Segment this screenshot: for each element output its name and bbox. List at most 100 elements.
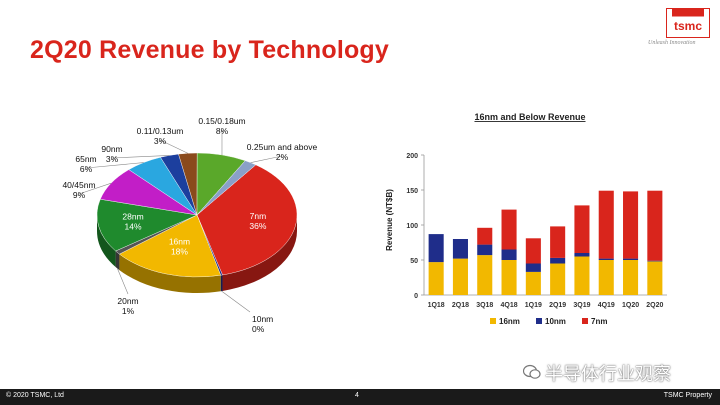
pie-leader-n20 [117,268,129,295]
bar-n10-1Q19 [525,263,541,272]
pie-leader-n90 [111,155,170,159]
pie-slice-n28 [96,199,198,252]
x-tick-label: 1Q18 [428,302,445,309]
pie-label-n90: 90nm [101,144,122,154]
pie-pct-n110: 3% [154,136,167,146]
y-tick-label: 0 [414,293,418,300]
technology-pie-chart: 7nm36%10nm0%16nm18%20nm1%28nm14%40/45nm9… [62,116,318,334]
y-tick-label: 100 [406,223,418,230]
footer-bar: © 2020 TSMC, Ltd 4 TSMC Property [0,389,720,405]
bar-n10-4Q19 [598,258,614,260]
bar-n10-1Q20 [623,258,639,260]
legend-swatch-n16 [490,318,496,324]
footer-page-number: 4 [355,392,359,399]
pie-side-n10 [220,274,223,292]
pie-leader-n10 [221,290,251,313]
pie-label-n150: 0.15/0.18um [198,116,245,126]
pie-side-n28 [97,215,116,268]
legend-label-n7: 7nm [591,317,607,326]
pie-label-n250: 0.25um and above [247,142,318,152]
bar-n16-3Q19 [574,256,590,295]
watermark-text: 半导体行业观察 [545,364,671,385]
bar-n16-4Q18 [501,260,517,295]
x-tick-label: 4Q19 [598,302,615,309]
bar-n10-1Q18 [428,234,444,263]
bar-n10-2Q19 [550,257,566,264]
bar-n7-3Q18 [477,227,493,245]
pie-label-n28: 28nm [122,211,143,221]
pie-pct-n7: 36% [249,221,266,231]
x-tick-label: 4Q18 [500,302,517,309]
bar-n16-4Q19 [598,260,614,295]
y-tick-label: 150 [406,188,418,195]
pie-pct-n28: 14% [125,221,142,231]
y-tick-label: 50 [410,258,418,265]
pie-label-n65: 65nm [75,154,96,164]
footer-property: TSMC Property [663,392,712,399]
revenue-bar-chart: 16nm and Below Revenue Revenue (NT$B) 0 5… [385,112,667,326]
pie-leader-n65 [85,162,144,169]
bar-chart-title: 16nm and Below Revenue [474,112,585,122]
bar-n16-2Q19 [550,263,566,295]
pie-side-n16 [119,254,221,293]
pie-label-n20: 20nm [117,296,138,306]
bar-n16-2Q18 [452,258,468,295]
page-title: 2Q20 Revenue by Technology [30,36,390,64]
pie-label-n40: 40/45nm [62,180,95,190]
pie-pct-n16: 18% [171,246,188,256]
tsmc-logo: tsmc [666,8,710,38]
legend-label-n10: 10nm [545,317,566,326]
pie-pct-n40: 9% [73,190,86,200]
logo-text: tsmc [674,19,702,33]
bar-n10-3Q18 [477,244,493,256]
wechat-icon [523,364,541,379]
footer-copyright: © 2020 TSMC, Ltd [6,392,64,399]
pie-pct-n150: 8% [216,126,229,136]
legend-swatch-n7 [582,318,588,324]
bar-n10-2Q20 [647,260,663,262]
bar-n7-1Q20 [623,191,639,259]
bar-n16-1Q18 [428,262,444,295]
pie-label-n10: 10nm [252,314,273,324]
pie-side-n20 [115,251,120,271]
pie-side-n7 [222,215,297,291]
pie-label-n7: 7nm [250,211,267,221]
pie-pct-n10: 0% [252,324,265,334]
bar-n10-4Q18 [501,249,517,260]
bar-n16-1Q19 [525,271,541,295]
pie-leader-n250 [250,155,283,163]
pie-pct-n90: 3% [106,154,119,164]
x-tick-label: 2Q18 [452,302,469,309]
legend-label-n16: 16nm [499,317,520,326]
x-tick-label: 3Q18 [476,302,493,309]
pie-label-n110: 0.11/0.13um [137,126,184,136]
x-tick-label: 1Q20 [622,302,639,309]
x-tick-label: 1Q19 [525,302,542,309]
legend-swatch-n10 [536,318,542,324]
bar-n7-1Q19 [525,238,541,264]
x-tick-label: 3Q19 [573,302,590,309]
bar-n7-3Q19 [574,205,590,253]
bar-n16-2Q20 [647,261,663,295]
y-tick-label: 200 [406,153,418,160]
bar-n10-2Q18 [452,239,468,259]
pie-slice-n7 [196,164,298,276]
pie-label-n16: 16nm [169,236,190,246]
bar-n16-3Q18 [477,255,493,295]
pie-pct-n20: 1% [122,306,135,316]
x-tick-label: 2Q20 [646,302,663,309]
bar-n16-1Q20 [623,260,639,295]
pie-pct-n250: 2% [276,152,289,162]
x-tick-label: 2Q19 [549,302,566,309]
bar-n10-3Q19 [574,253,590,257]
y-axis-label: Revenue (NT$B) [385,189,394,251]
bar-n7-2Q20 [647,190,663,261]
bar-n7-4Q18 [501,209,517,250]
tagline: Unleash Innovation [648,40,696,46]
bar-n7-2Q19 [550,226,566,258]
pie-leader-n110 [159,139,188,154]
bar-n7-4Q19 [598,190,614,259]
pie-leader-n40 [78,182,112,195]
pie-pct-n65: 6% [80,164,93,174]
pie-slice-n16 [119,214,221,278]
